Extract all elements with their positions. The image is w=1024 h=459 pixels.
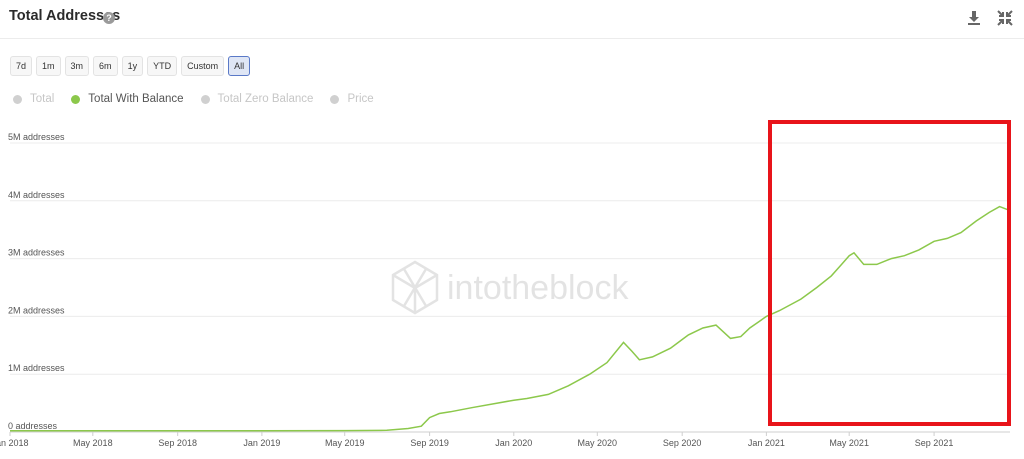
legend-dot-icon [330,94,340,104]
x-tick-label: Sep 2018 [158,438,197,448]
x-tick-label: Sep 2020 [663,438,702,448]
x-tick-label: Jan 2020 [495,438,532,448]
y-tick-label: 5M addresses [8,132,65,142]
y-tick-label: 3M addresses [8,248,65,258]
y-tick-label: 1M addresses [8,363,65,373]
x-tick-label: Jan 2019 [243,438,280,448]
y-tick-label: 0 addresses [8,421,58,431]
x-tick-label: Jan 2021 [748,438,785,448]
grid-lines [10,142,1010,433]
help-icon[interactable]: ? [103,12,115,24]
x-tick-label: May 2021 [829,438,869,448]
range-button-custom[interactable]: Custom [181,56,225,76]
range-button-ytd[interactable]: YTD [147,56,178,76]
y-tick-label: 4M addresses [8,190,65,200]
chart-title: Total Addresses [9,8,121,24]
download-icon[interactable] [965,9,983,27]
range-button-7d[interactable]: 7d [10,56,33,76]
legend-item-total-zero-balance[interactable]: Total Zero Balance [200,93,314,105]
x-tick-label: May 2018 [73,438,113,448]
legend-dot-icon [13,94,22,104]
chart-header: Total Addresses ? [0,0,1024,39]
range-button-1m[interactable]: 1m [36,56,61,76]
legend-label: Total [30,93,55,105]
range-button-3m[interactable]: 3m [64,56,90,76]
y-axis: 0 addresses 1M addresses 2M addresses 3M ad… [8,132,65,431]
x-tick-label: Jan 2018 [0,438,29,448]
x-tick-label: Sep 2019 [410,438,449,448]
y-tick-label: 2M addresses [8,305,65,315]
legend-dot-icon [71,94,81,104]
chart-legend: Total Total With Balance Total Zero Balanc… [13,93,374,105]
x-axis: Jan 2018 May 2018 Sep 2018 Jan 2019 May 2019… [0,432,953,448]
range-selector: 7d 1m 3m 6m 1y YTD Custom All [10,56,251,76]
range-button-1y[interactable]: 1y [121,56,144,76]
legend-item-total[interactable]: Total [13,93,54,105]
range-button-all[interactable]: All [228,56,251,76]
x-tick-label: May 2020 [578,438,618,448]
watermark-text: intotheblock [447,269,629,307]
legend-label: Total With Balance [88,93,184,105]
legend-item-total-with-balance[interactable]: Total With Balance [71,93,184,105]
intotheblock-logo-icon [391,260,439,315]
legend-dot-icon [200,94,210,104]
legend-item-price[interactable]: Price [330,93,374,105]
legend-label: Total Zero Balance [217,93,314,105]
highlight-box [768,120,1011,426]
x-tick-label: May 2019 [325,438,365,448]
collapse-icon[interactable] [996,9,1014,27]
x-tick-label: Sep 2021 [915,438,954,448]
watermark: intotheblock [391,260,629,315]
series-line-total-with-balance [10,205,1011,432]
legend-label: Price [347,93,374,105]
range-button-6m[interactable]: 6m [93,56,118,76]
